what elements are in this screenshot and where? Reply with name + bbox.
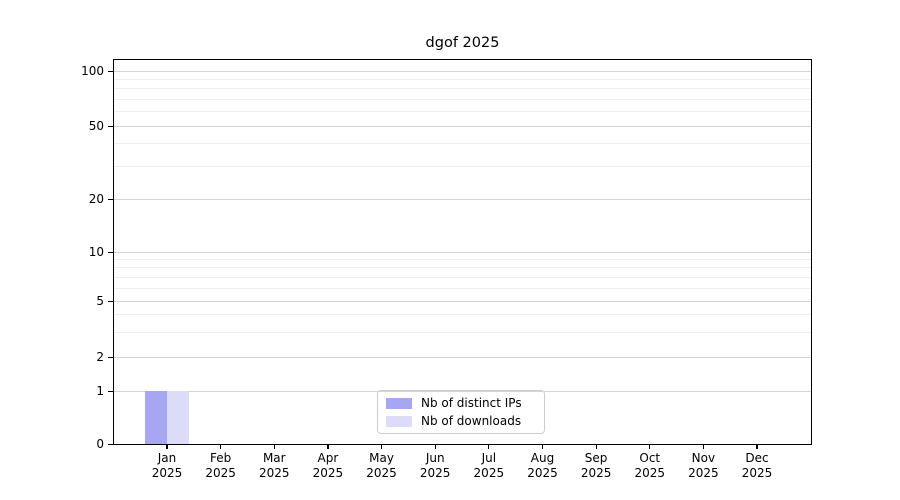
bar-nb-of-downloads-0 <box>167 391 189 444</box>
plot-area: Nb of distinct IPs Nb of downloads 100 50… <box>81 59 812 480</box>
y-gridline-minor <box>114 166 811 168</box>
y-gridline-minor <box>114 267 811 269</box>
y-gridline-minor <box>114 258 811 260</box>
x-tick-label: Dec 2025 <box>741 451 773 480</box>
legend: Nb of distinct IPs Nb of downloads <box>377 390 545 434</box>
y-gridline-minor <box>114 143 811 145</box>
y-tick-label: 10 <box>88 245 104 259</box>
y-tick-label: 0 <box>96 437 104 451</box>
y-gridline-minor <box>114 276 811 278</box>
y-gridline-major <box>114 390 811 392</box>
y-gridline-minor <box>114 98 811 100</box>
y-tick-mark <box>107 198 113 200</box>
y-gridline-minor <box>114 331 811 333</box>
x-tick-label: Sep 2025 <box>580 451 612 480</box>
y-tick-label: 50 <box>88 119 104 133</box>
y-tick-mark <box>107 251 113 253</box>
y-gridline-minor <box>114 88 811 90</box>
x-tick-label: Apr 2025 <box>312 451 344 480</box>
legend-item-distinct-ips: Nb of distinct IPs <box>386 396 536 410</box>
legend-label-downloads: Nb of downloads <box>421 414 522 428</box>
x-tick-label: Jan 2025 <box>151 451 183 480</box>
chart-title: dgof 2025 <box>425 35 500 51</box>
y-gridline-major <box>114 198 811 200</box>
x-tick-label: Mar 2025 <box>258 451 290 480</box>
x-tick-label: Aug 2025 <box>527 451 558 480</box>
x-tick-mark <box>488 444 490 449</box>
y-gridline-major <box>114 300 811 302</box>
y-gridline-minor <box>114 314 811 316</box>
y-tick-label: 1 <box>96 384 104 398</box>
x-tick-mark <box>649 444 651 449</box>
legend-label-distinct-ips: Nb of distinct IPs <box>421 396 522 410</box>
y-tick-label: 100 <box>81 64 104 78</box>
x-tick-label: Oct 2025 <box>634 451 666 480</box>
legend-item-downloads: Nb of downloads <box>386 414 536 428</box>
x-tick-mark <box>327 444 329 449</box>
y-tick-mark <box>107 356 113 358</box>
x-tick-mark <box>220 444 222 449</box>
y-tick-mark <box>107 125 113 127</box>
y-tick-mark <box>107 390 113 392</box>
x-tick-mark <box>434 444 436 449</box>
y-gridline-major <box>114 70 811 72</box>
x-tick-mark <box>273 444 275 449</box>
x-tick-mark <box>541 444 544 449</box>
x-tick-label: Nov 2025 <box>688 451 719 480</box>
x-tick-label: Jul 2025 <box>473 451 505 480</box>
y-gridline-minor <box>114 111 811 113</box>
y-gridline-minor <box>114 287 811 289</box>
x-tick-mark <box>166 444 168 449</box>
y-tick-label: 2 <box>96 350 104 364</box>
x-tick-label: Feb 2025 <box>205 451 236 480</box>
y-tick-mark <box>107 443 113 445</box>
y-gridline-minor <box>114 78 811 80</box>
y-tick-mark <box>107 70 113 72</box>
x-tick-mark <box>595 444 597 449</box>
y-tick-label: 20 <box>88 192 104 206</box>
y-gridline-major <box>114 125 811 127</box>
x-tick-label: May 2025 <box>366 451 397 480</box>
legend-swatch-distinct-ips <box>386 397 412 409</box>
y-gridline-major <box>114 356 811 358</box>
y-tick-mark <box>107 300 113 302</box>
y-gridline-major <box>114 251 811 253</box>
x-tick-mark <box>756 444 758 449</box>
x-tick-mark <box>380 444 383 449</box>
bar-nb-of-distinct-ips-0 <box>145 391 167 444</box>
legend-swatch-downloads <box>386 415 412 427</box>
x-tick-label: Jun 2025 <box>419 451 451 480</box>
y-tick-label: 5 <box>96 294 104 308</box>
x-tick-mark <box>702 444 704 449</box>
